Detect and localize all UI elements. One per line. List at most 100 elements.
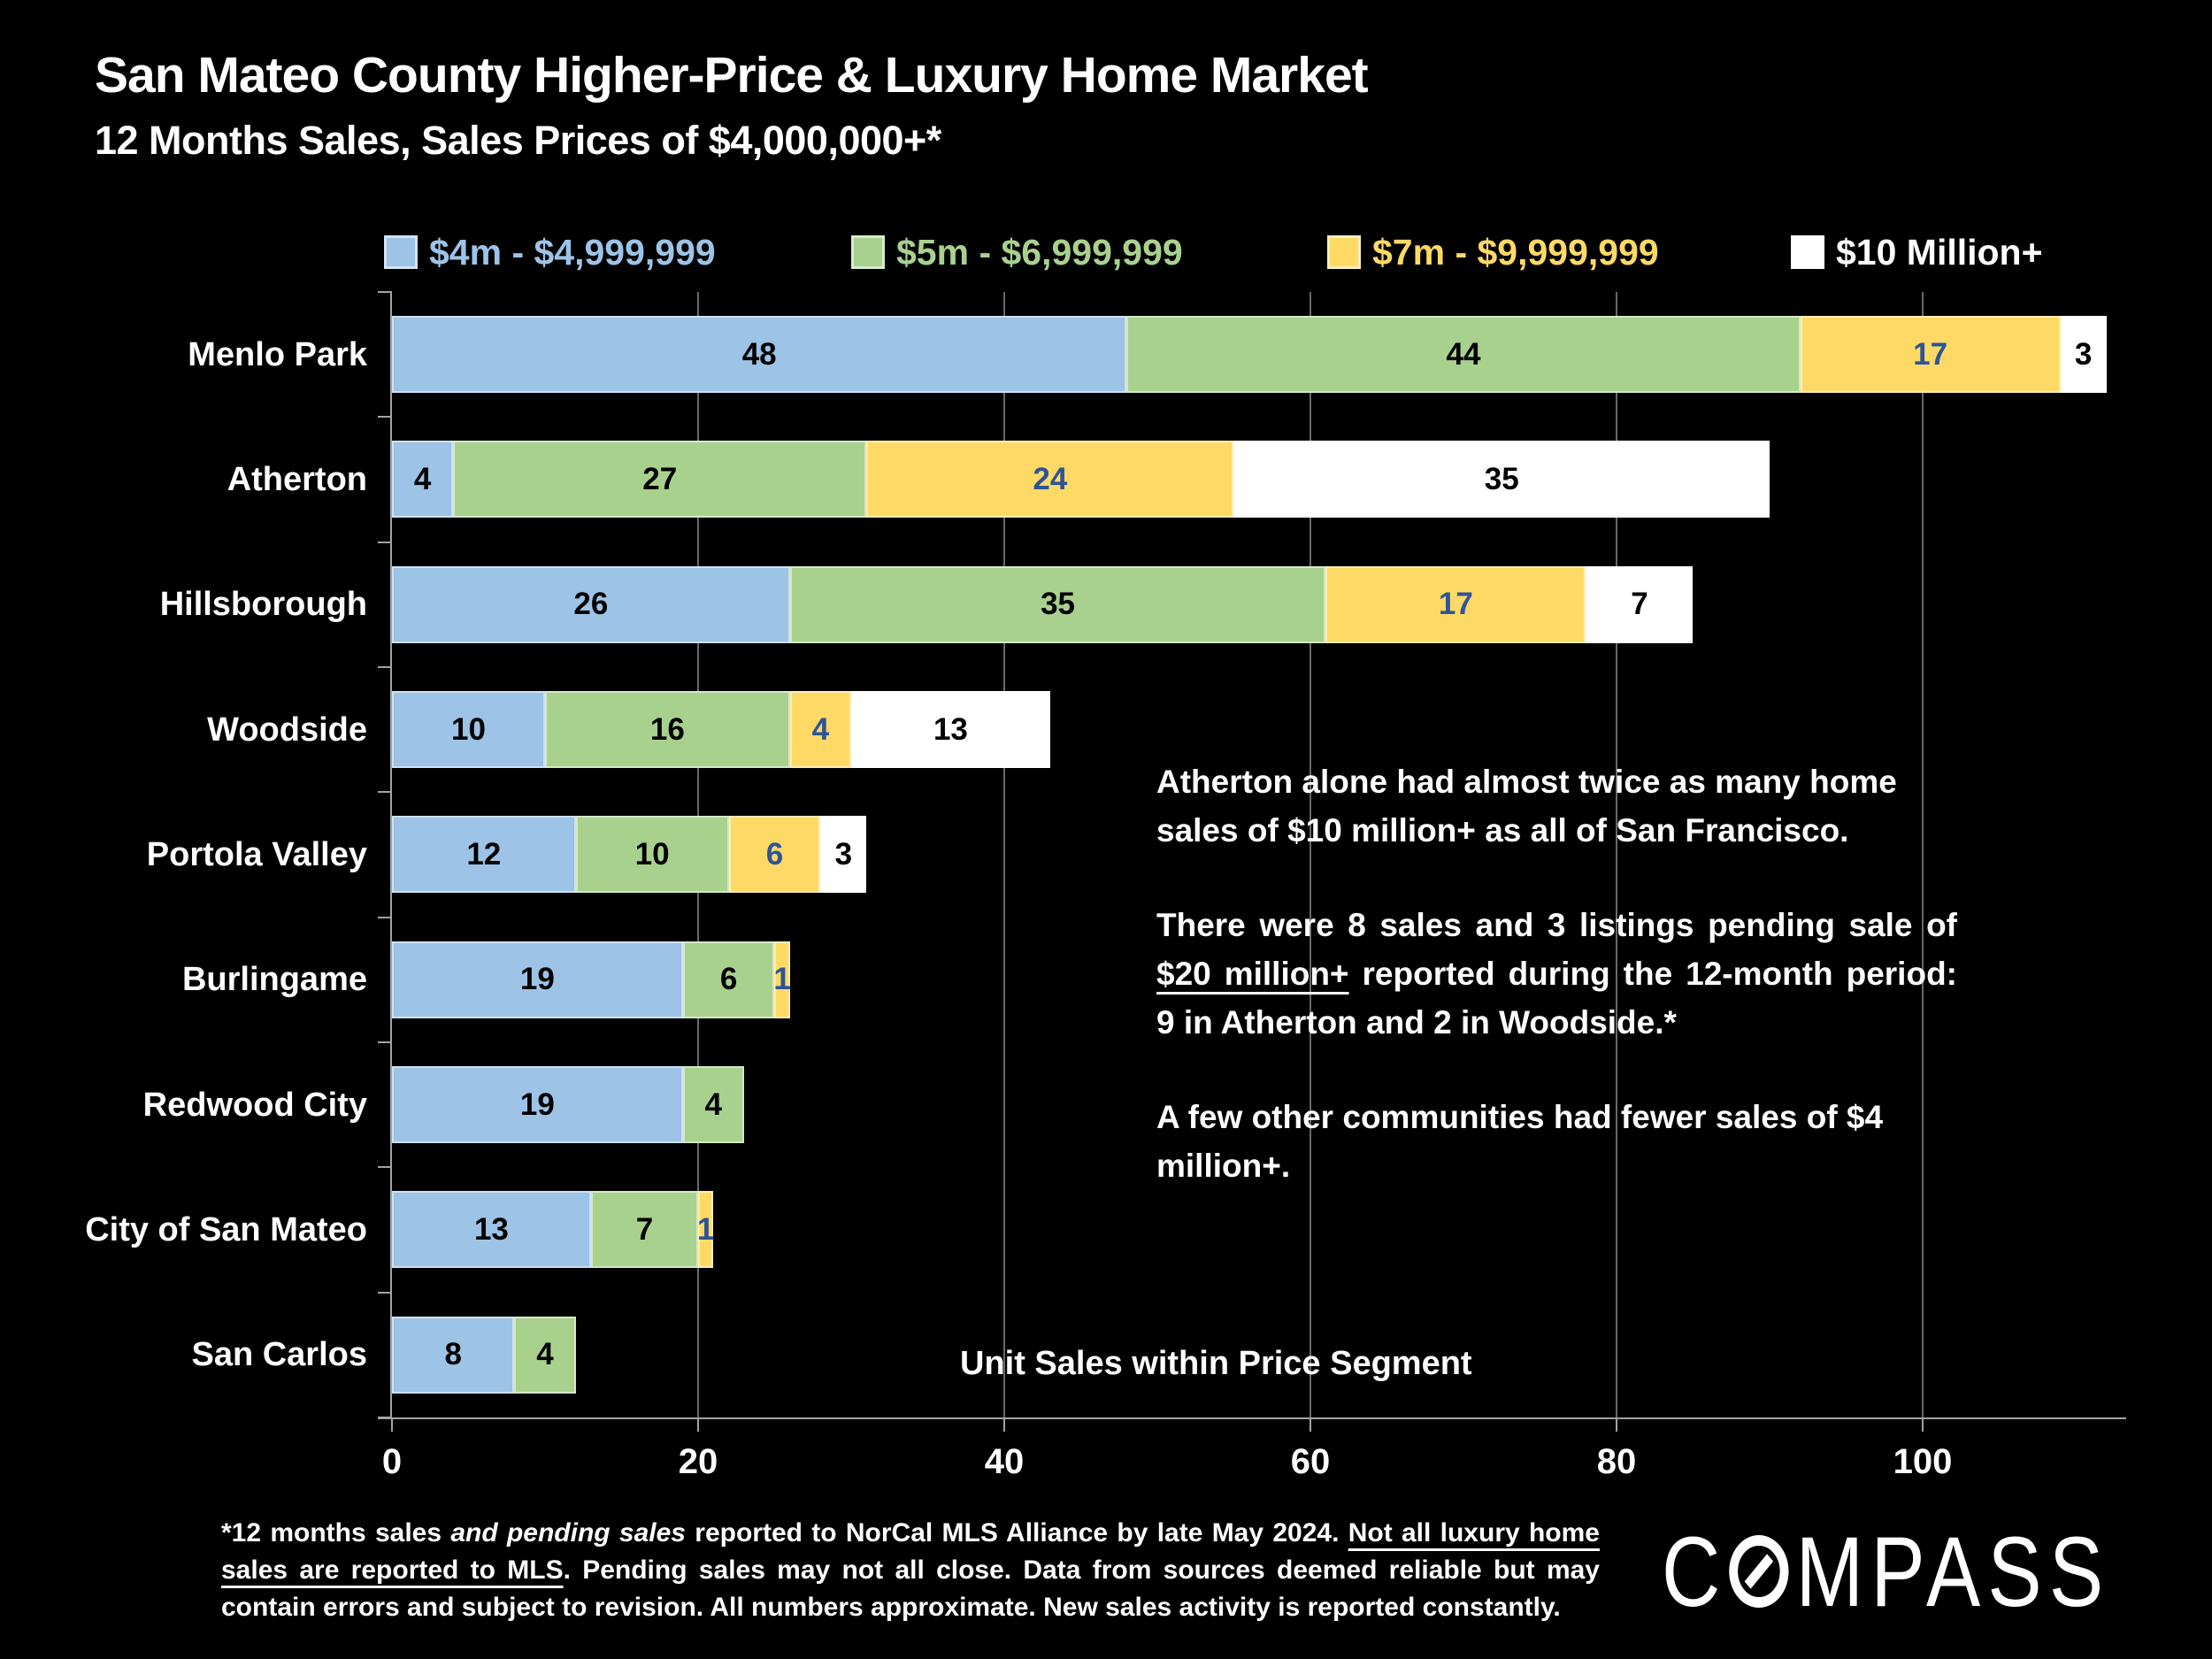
gridline [1310, 292, 1311, 1417]
category-label: Burlingame [181, 961, 367, 999]
bar-segment: 6 [682, 941, 775, 1018]
footnote-italic-text: and pending sales [450, 1518, 686, 1548]
bar-segment: 35 [1233, 441, 1770, 518]
bar-value-label: 19 [519, 1087, 555, 1122]
bar-row: 48 44 17 3 [392, 316, 2107, 394]
bar-value-label: 8 [444, 1337, 462, 1372]
annotation-paragraph-2: There were 8 sales and 3 listings pendin… [1156, 901, 1957, 1047]
footnote-text: reported to NorCal MLS Alliance by late … [686, 1518, 1348, 1548]
annotation-text: There were 8 sales and 3 listings pendin… [1156, 907, 1957, 943]
footnote-text: . Pending sales may not all close. Data … [221, 1555, 1600, 1622]
x-axis-title: Unit Sales within Price Segment [960, 1345, 1472, 1382]
y-axis-tick [378, 916, 392, 918]
category-label: City of San Mateo [85, 1210, 367, 1248]
x-axis-tick-label: 80 [1596, 1442, 1637, 1481]
bar-value-label: 16 [649, 711, 685, 747]
bar-value-label: 7 [1631, 587, 1648, 622]
category-label: Woodside [207, 710, 367, 749]
bar-row: 13 7 1 [392, 1191, 715, 1269]
legend-item: $5m - $6,999,999 [851, 230, 1183, 274]
bar-segment: 6 [728, 816, 821, 894]
bar-segment: 13 [850, 691, 1050, 769]
bar-value-label: 12 [466, 836, 502, 872]
bar-segment: 1 [696, 1191, 715, 1269]
bar-segment: 4 [789, 691, 851, 769]
compass-o-icon [1729, 1535, 1789, 1608]
bar-segment: 12 [392, 816, 576, 894]
legend-item: $7m - $9,999,999 [1327, 230, 1659, 274]
x-axis-tick-label: 60 [1290, 1442, 1331, 1481]
bar-value-label: 26 [573, 587, 609, 622]
bar-value-label: 44 [1446, 336, 1481, 372]
logo-letters: MPASS [1795, 1516, 2111, 1627]
legend-swatch [851, 235, 885, 269]
bar-value-label: 1 [696, 1211, 715, 1247]
bar-segment: 35 [789, 565, 1326, 643]
logo-letter: C [1662, 1516, 1728, 1627]
legend-item: $4m - $4,999,999 [384, 230, 716, 274]
x-axis-tick-label: 0 [381, 1442, 403, 1481]
bar-segment: 44 [1126, 316, 1801, 394]
y-axis-tick [378, 1041, 392, 1043]
x-axis-tick [1003, 1417, 1005, 1432]
footnote: *12 months sales and pending sales repor… [221, 1515, 1600, 1626]
bar-value-label: 4 [413, 461, 432, 496]
bar-value-label: 4 [536, 1337, 554, 1372]
bar-segment: 10 [392, 691, 545, 769]
bar-segment: 1 [773, 941, 791, 1018]
legend-label: $5m - $6,999,999 [896, 231, 1183, 273]
gridline [1003, 292, 1005, 1417]
bar-segment: 48 [392, 316, 1127, 394]
legend: $4m - $4,999,999 $5m - $6,999,999 $7m - $9… [0, 230, 2212, 274]
y-axis-tick [378, 791, 392, 794]
bar-segment: 10 [575, 816, 729, 894]
bar-row: 4 27 24 35 [392, 441, 1770, 518]
page-title: San Mateo County Higher-Price & Luxury H… [95, 47, 1369, 104]
bar-value-label: 6 [719, 962, 738, 997]
y-axis-tick [378, 1291, 392, 1294]
page-subtitle: 12 Months Sales, Sales Prices of $4,000,… [95, 118, 941, 163]
bar-segment: 16 [545, 691, 790, 769]
bar-segment: 3 [820, 816, 867, 894]
compass-logo: C MPASS [1662, 1517, 2110, 1627]
bar-value-label: 7 [635, 1211, 654, 1247]
bar-segment: 17 [1325, 565, 1586, 643]
x-axis-tick [1922, 1417, 1924, 1432]
bar-segment: 19 [392, 941, 683, 1018]
bar-value-label: 1 [773, 962, 791, 997]
bar-row: 10 16 4 13 [392, 691, 1050, 769]
bar-value-label: 17 [1913, 336, 1948, 372]
category-label: Portola Valley [146, 835, 367, 873]
y-axis-tick [378, 291, 392, 293]
bar-value-label: 24 [1033, 461, 1068, 496]
bar-value-label: 13 [473, 1211, 509, 1247]
bar-value-label: 3 [834, 836, 853, 872]
gridline [1922, 292, 1924, 1417]
footnote-underlined-text: Not all luxury home sales are reported t… [221, 1518, 1600, 1585]
y-axis-tick [378, 665, 392, 668]
bar-segment: 3 [2060, 316, 2107, 394]
bar-segment: 24 [866, 441, 1234, 518]
bar-segment: 17 [1800, 316, 2061, 394]
bar-segment: 7 [1586, 565, 1694, 643]
bar-segment: 4 [682, 1066, 744, 1144]
bar-value-label: 35 [1484, 461, 1519, 496]
bar-value-label: 13 [933, 711, 968, 747]
bar-segment: 7 [590, 1191, 698, 1269]
legend-swatch [384, 235, 418, 269]
bar-value-label: 6 [765, 836, 784, 872]
x-axis-tick-label: 20 [678, 1442, 718, 1481]
compass-needle-icon [1744, 1554, 1774, 1589]
bar-value-label: 10 [451, 711, 486, 747]
bar-row: 19 4 [392, 1066, 744, 1144]
x-axis-tick [1616, 1417, 1617, 1432]
y-axis-tick [378, 1416, 392, 1418]
category-label: Atherton [227, 460, 367, 498]
gridline [1616, 292, 1617, 1417]
legend-swatch [1327, 235, 1361, 269]
x-axis-tick-label: 100 [1893, 1442, 1953, 1481]
category-label: San Carlos [191, 1336, 367, 1374]
annotation-paragraph-3: A few other communities had fewer sales … [1156, 1099, 1884, 1184]
